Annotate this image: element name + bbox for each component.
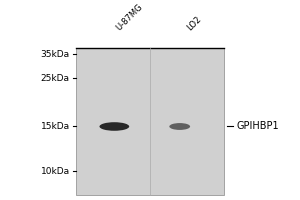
Bar	[76, 48, 224, 195]
Text: LO2: LO2	[186, 14, 203, 32]
Ellipse shape	[100, 122, 129, 131]
Text: GPIHBP1: GPIHBP1	[236, 121, 279, 131]
Text: 10kDa: 10kDa	[40, 167, 70, 176]
Text: 15kDa: 15kDa	[40, 122, 70, 131]
Text: 35kDa: 35kDa	[40, 50, 70, 59]
Text: 25kDa: 25kDa	[41, 74, 70, 83]
Ellipse shape	[169, 123, 190, 130]
Text: U-87MG: U-87MG	[114, 2, 145, 32]
